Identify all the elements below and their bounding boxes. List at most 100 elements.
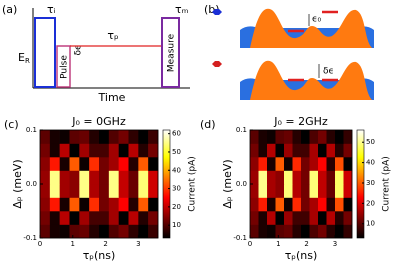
- heat-cell: [318, 197, 327, 212]
- heat-cell: [292, 130, 302, 144]
- heat-cell: [108, 157, 119, 171]
- eps0: ϵ₀: [312, 15, 322, 25]
- heat-cell: [59, 170, 70, 185]
- pulse-box: [56, 45, 71, 88]
- heat-cell: [292, 224, 302, 239]
- heat-cell: [59, 157, 70, 171]
- x-tick-label: 3: [136, 240, 140, 248]
- y-label: Δₚ (meV): [11, 159, 24, 208]
- heat-cell: [40, 211, 51, 225]
- heat-cell: [69, 211, 80, 225]
- heat-cell: [89, 157, 100, 171]
- heat-cell: [108, 211, 119, 225]
- colorbar-label: Current (pA): [188, 156, 198, 212]
- heat-cell: [99, 130, 110, 144]
- heat-cell: [275, 170, 285, 185]
- heat-cell: [275, 197, 285, 212]
- heat-cell: [335, 143, 344, 158]
- heat-cell: [335, 184, 344, 198]
- colorbar-tick-label: 30: [172, 185, 181, 193]
- heat-cell: [292, 211, 302, 225]
- heat-cell: [275, 224, 285, 239]
- heat-cell: [128, 197, 139, 212]
- heat-cell: [59, 130, 70, 144]
- colorbar-tick-label: 30: [366, 179, 375, 187]
- heat-cell: [301, 224, 310, 239]
- tau-i: τᵢ: [47, 3, 56, 16]
- heat-cell: [49, 197, 60, 212]
- heat-cell: [99, 224, 110, 239]
- heat-cell: [89, 197, 100, 212]
- colorbar-label: Current (pA): [382, 156, 392, 212]
- heat-cell: [292, 170, 302, 185]
- x-label: Time: [98, 91, 126, 104]
- heat-cell: [250, 211, 259, 225]
- heat-cell: [138, 143, 149, 158]
- heat-cell: [148, 143, 159, 158]
- heat-cell: [99, 157, 110, 171]
- heat-cell: [148, 211, 159, 225]
- heat-cell: [40, 184, 51, 198]
- colorbar-tick-label: 20: [172, 203, 181, 211]
- heat-cell: [343, 170, 353, 185]
- heat-cell: [318, 157, 327, 171]
- heat-cell: [69, 170, 80, 185]
- heat-cell: [79, 211, 90, 225]
- heat-cell: [79, 143, 90, 158]
- delta-eps: δϵ: [74, 44, 84, 55]
- x-tick-label: 1: [276, 240, 280, 248]
- heat-cell: [301, 211, 310, 225]
- heat-cell: [79, 184, 90, 198]
- panel-label: (c): [4, 118, 19, 131]
- heat-cell: [275, 130, 285, 144]
- heat-cell: [118, 170, 129, 185]
- heat-cell: [301, 157, 310, 171]
- heat-cell: [275, 184, 285, 198]
- heat-cell: [343, 197, 353, 212]
- heat-cell: [318, 184, 327, 198]
- heat-cell: [301, 170, 310, 185]
- heat-cell: [40, 143, 51, 158]
- heat-cell: [267, 224, 276, 239]
- heat-cell: [250, 130, 259, 144]
- heat-cell: [128, 157, 139, 171]
- heat-cell: [49, 143, 60, 158]
- heat-cell: [108, 130, 119, 144]
- panel-b: (b) ϵ₀ δϵ: [204, 3, 374, 100]
- delta-eps: δϵ: [323, 67, 334, 77]
- heat-cell: [326, 224, 336, 239]
- heat-cell: [301, 143, 310, 158]
- heat-cell: [318, 224, 327, 239]
- heat-cell: [128, 143, 139, 158]
- heat-cell: [79, 157, 90, 171]
- colorbar: [356, 129, 365, 239]
- heat-cell: [89, 143, 100, 158]
- heat-cell: [89, 224, 100, 239]
- heat-cell: [250, 157, 259, 171]
- potential-top: ϵ₀: [240, 8, 374, 48]
- heat-cell: [148, 157, 159, 171]
- heat-cell: [99, 184, 110, 198]
- x-tick-label: 2: [103, 240, 107, 248]
- heat-cell: [49, 157, 60, 171]
- panel-label: (d): [200, 118, 216, 131]
- colorbar-tick-label: 10: [366, 220, 375, 228]
- x-tick-label: 1: [71, 240, 75, 248]
- marker: [212, 61, 222, 67]
- heat-cell: [40, 197, 51, 212]
- heat-cell: [138, 197, 149, 212]
- heat-cell: [99, 211, 110, 225]
- heat-cell: [79, 197, 90, 212]
- x-label: τₚ(ns): [83, 249, 116, 262]
- heat-cell: [258, 157, 268, 171]
- heat-cell: [128, 184, 139, 198]
- heat-cell: [267, 211, 276, 225]
- y-label: Δₚ (meV): [221, 159, 234, 208]
- heat-cell: [250, 143, 259, 158]
- heat-cell: [59, 143, 70, 158]
- heat-cell: [309, 184, 319, 198]
- tau-p: τₚ: [107, 29, 119, 42]
- heat-cell: [148, 197, 159, 212]
- heat-cell: [326, 211, 336, 225]
- heat-cell: [284, 197, 293, 212]
